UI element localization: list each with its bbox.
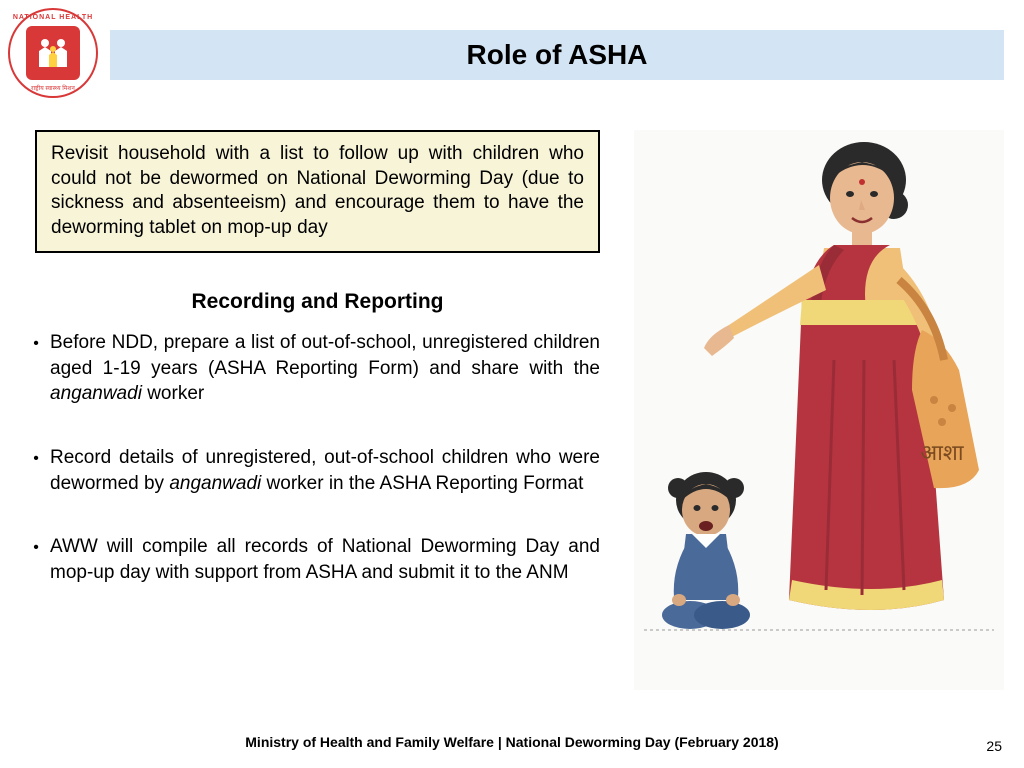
logo-circle: NATIONAL HEALTH राष्ट्रीय स्वास्थ्य मिशन [8, 8, 98, 98]
bullet-icon: • [22, 534, 50, 585]
logo-text-bottom: राष्ट्रीय स्वास्थ्य मिशन [10, 84, 96, 92]
bullet-icon: • [22, 445, 50, 496]
highlight-box: Revisit household with a list to follow … [35, 130, 600, 253]
footer-text: Ministry of Health and Family Welfare | … [0, 734, 1024, 750]
bullet-list: • Before NDD, prepare a list of out-of-s… [22, 330, 600, 623]
bullet-text: AWW will compile all records of National… [50, 534, 600, 585]
bullet-icon: • [22, 330, 50, 407]
list-item: • Before NDD, prepare a list of out-of-s… [22, 330, 600, 407]
bullet-text: Record details of unregistered, out-of-s… [50, 445, 600, 496]
logo-text-top: NATIONAL HEALTH [10, 14, 96, 21]
asha-worker-illustration: आशा [634, 130, 1004, 690]
bullet-text: Before NDD, prepare a list of out-of-sch… [50, 330, 600, 407]
svg-text:आशा: आशा [920, 440, 963, 465]
highlight-text: Revisit household with a list to follow … [51, 142, 584, 241]
list-item: • AWW will compile all records of Nation… [22, 534, 600, 585]
logo-family-icon [26, 26, 80, 80]
list-item: • Record details of unregistered, out-of… [22, 445, 600, 496]
section-heading: Recording and Reporting [35, 290, 600, 314]
nhm-logo: NATIONAL HEALTH राष्ट्रीय स्वास्थ्य मिशन [8, 8, 98, 98]
page-number: 25 [986, 738, 1002, 754]
title-bar: Role of ASHA [110, 30, 1004, 80]
slide-title: Role of ASHA [467, 39, 648, 71]
